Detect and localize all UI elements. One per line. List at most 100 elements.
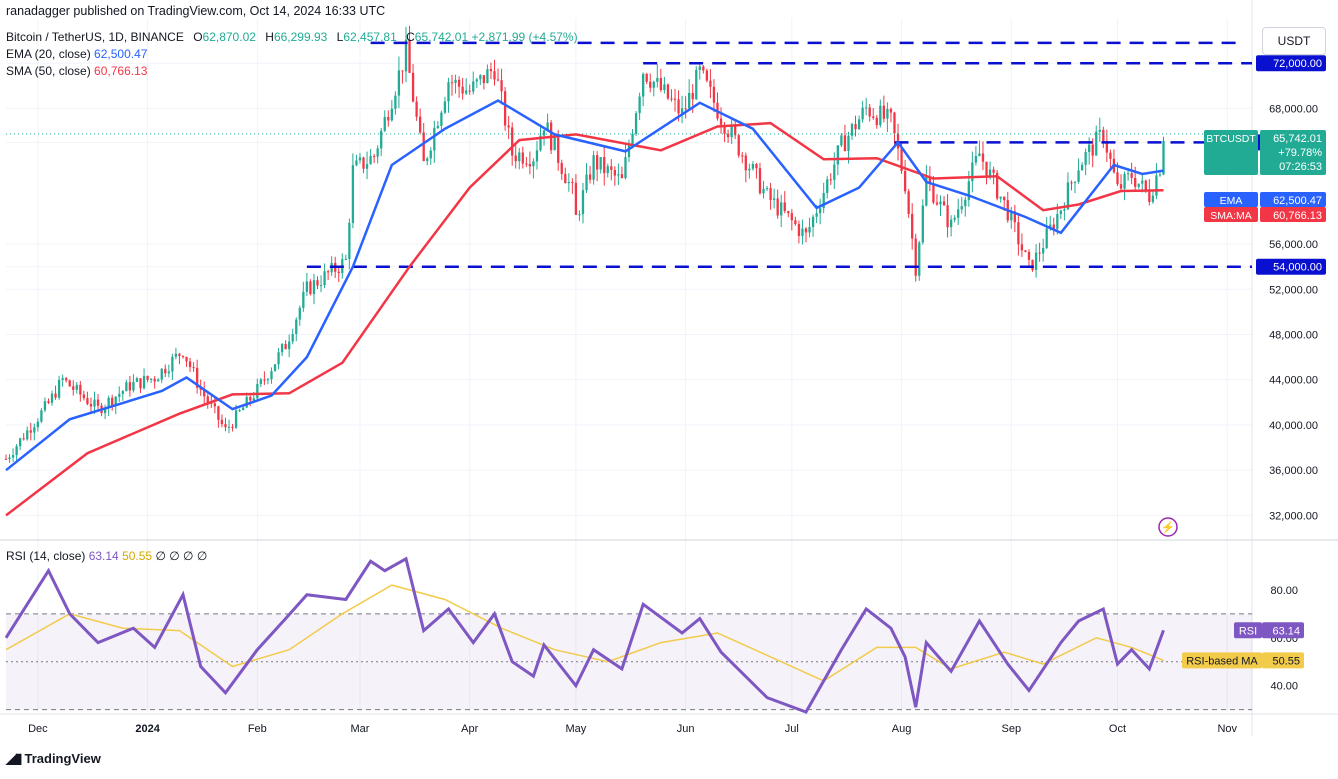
candle-body: [995, 172, 999, 199]
candle-body: [195, 367, 199, 388]
candle-body: [217, 406, 220, 420]
candle-body: [857, 119, 861, 130]
ema-legend[interactable]: EMA (20, close) 62,500.47: [6, 47, 147, 61]
candle-body: [826, 179, 829, 193]
level-price-tag: [1256, 258, 1326, 275]
candle-body: [160, 368, 163, 380]
candle-body: [514, 155, 517, 162]
candle-body: [103, 407, 107, 414]
candle-body: [1042, 247, 1045, 254]
candle-body: [171, 356, 174, 372]
candle-body: [511, 127, 514, 156]
candle-body: [380, 130, 383, 149]
candle-body: [532, 161, 535, 167]
candle-body: [157, 379, 160, 382]
candle-body: [245, 396, 248, 408]
candle-body: [797, 224, 801, 236]
candle-body: [999, 196, 1002, 199]
candle-body: [879, 105, 882, 126]
rsi-legend-extra: ∅ ∅ ∅ ∅: [155, 549, 208, 563]
candle-body: [939, 201, 942, 205]
candle-body: [652, 81, 655, 88]
candle-body: [305, 281, 309, 292]
candle-body: [535, 150, 539, 162]
candle-body: [213, 403, 216, 407]
ohlc-close: 65,742.01: [414, 30, 469, 44]
candle-body: [861, 107, 864, 120]
ohlc-low-label: L: [336, 30, 344, 44]
candle-body: [624, 157, 627, 179]
candle-body: [836, 145, 839, 165]
sma-legend[interactable]: SMA (50, close) 60,766.13: [6, 64, 147, 78]
candle-body: [886, 108, 889, 119]
candle-body: [387, 116, 390, 121]
candle-body: [132, 381, 135, 391]
candle-body: [758, 168, 762, 194]
candle-body: [351, 165, 355, 223]
candle-body: [227, 426, 231, 428]
candle-body: [507, 125, 510, 128]
candle-body: [433, 127, 436, 151]
candle-body: [337, 271, 340, 274]
rsi-ma-tag-name: RSI-based MA: [1186, 655, 1258, 667]
ema-legend-value: 62,500.47: [94, 47, 148, 61]
candle-body: [376, 148, 379, 157]
candle-body: [266, 379, 270, 381]
time-tick-label: Nov: [1217, 723, 1237, 735]
candle-body: [677, 99, 680, 114]
candle-body: [642, 73, 645, 97]
candle-body: [698, 66, 701, 70]
candle-body: [33, 427, 36, 433]
candle-body: [86, 398, 89, 405]
rsi-tag-value-box: [1262, 622, 1304, 639]
rsi-tag-value: 63.14: [1272, 625, 1300, 637]
candle-body: [1137, 183, 1140, 187]
candle-body: [666, 84, 670, 99]
candle-body: [610, 166, 613, 170]
candle-body: [691, 92, 694, 100]
lightning-icon-glyph: ⚡: [1161, 521, 1175, 534]
publisher-line: ranadagger published on TradingView.com,…: [6, 4, 386, 18]
price-tag-value: +79.78%: [1278, 147, 1322, 159]
rsi-band-fill: [6, 613, 1252, 710]
candle-body: [493, 71, 496, 80]
candle-body: [634, 113, 638, 134]
candle-body: [372, 155, 376, 157]
candle-body: [65, 378, 68, 381]
candle-body: [468, 90, 471, 92]
candle-body: [454, 79, 457, 84]
candle-body: [872, 116, 875, 118]
rsi-legend[interactable]: RSI (14, close) 63.14 50.55 ∅ ∅ ∅ ∅: [6, 549, 207, 563]
time-tick-label: Mar: [351, 723, 370, 735]
candle-body: [54, 393, 57, 398]
tradingview-brand: TradingView: [24, 751, 101, 766]
candle-body: [911, 213, 914, 239]
candle-body: [415, 101, 418, 117]
time-tick-label: Aug: [892, 723, 912, 735]
candle-body: [688, 92, 691, 109]
candle-body: [153, 378, 156, 382]
candle-body: [167, 371, 170, 374]
candle-body: [521, 152, 524, 164]
candle-body: [734, 125, 737, 136]
candle-body: [865, 107, 868, 109]
time-tick-label: Jun: [677, 723, 695, 735]
candle-body: [326, 271, 330, 273]
candle-body: [465, 90, 468, 94]
candle-body: [787, 211, 790, 214]
ema-line: [5, 99, 1164, 472]
candle-body: [43, 401, 47, 411]
candle-body: [40, 410, 43, 422]
candle-body: [921, 205, 924, 243]
candle-body: [273, 364, 277, 372]
candle-body: [323, 271, 326, 286]
candle-body: [1098, 129, 1101, 132]
candle-body: [776, 198, 779, 216]
candle-body: [503, 91, 507, 126]
tradingview-logo[interactable]: ◢▮ TradingView: [6, 750, 101, 767]
rsi-tick-label: 80.00: [1270, 585, 1298, 597]
candle-body: [203, 389, 206, 397]
currency-button[interactable]: USDT: [1262, 27, 1326, 55]
price-tag-name-box: [1204, 192, 1258, 207]
